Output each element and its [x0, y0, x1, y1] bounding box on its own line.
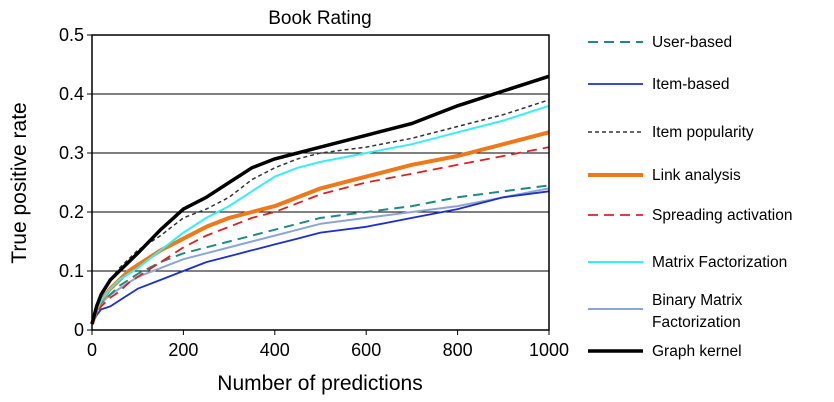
legend-label: Spreading activation — [652, 207, 792, 224]
series-line-user-based — [91, 184, 550, 325]
chart-title: Book Rating — [268, 8, 372, 29]
legend-item-item-based: Item-based — [588, 76, 730, 93]
x-tick-label: 1000 — [529, 340, 569, 360]
y-tick-label: 0.5 — [59, 25, 84, 45]
gridlines — [92, 93, 549, 272]
series-line-spreading-activation — [91, 146, 550, 325]
plot-area-frame — [91, 34, 550, 331]
legend-item-graph-kernel: Graph kernel — [588, 343, 742, 360]
series-layer — [90, 74, 550, 325]
series-line-graph-kernel — [90, 74, 550, 325]
legend-label: Item-based — [652, 76, 730, 93]
legend-label: Graph kernel — [652, 343, 742, 360]
y-tick-label: 0.1 — [59, 261, 84, 281]
legend-label: User-based — [652, 34, 732, 51]
y-tick-label: 0.2 — [59, 202, 84, 222]
y-tick-label: 0.3 — [59, 143, 84, 163]
x-axis-label: Number of predictions — [217, 372, 422, 395]
legend-item-spreading-activation: Spreading activation — [588, 207, 792, 224]
legend-label: Matrix Factorization — [652, 254, 787, 271]
y-tick-label: 0.4 — [59, 84, 84, 104]
x-tick-label: 400 — [260, 340, 290, 360]
series-line-binary-matrix-factorization — [91, 187, 550, 325]
x-tick-label: 600 — [351, 340, 381, 360]
legend-item-link-analysis: Link analysis — [588, 167, 741, 184]
x-tick-label: 0 — [87, 340, 97, 360]
series-line-matrix-factorization — [91, 104, 550, 325]
legend-item-item-popularity: Item popularity — [588, 124, 754, 141]
y-tick-label: 0 — [74, 320, 84, 340]
legend: User-based Item-based Item popularity Link … — [588, 34, 792, 360]
legend-label: Binary Matrix Factorization — [652, 292, 743, 331]
legend-label: Item popularity — [652, 124, 754, 141]
legend-item-binary-matrix-factorization: Binary Matrix Factorization — [588, 292, 743, 331]
x-axis-ticks: 0 200 400 600 800 1000 — [87, 330, 569, 360]
legend-label: Link analysis — [652, 167, 741, 184]
legend-item-matrix-factorization: Matrix Factorization — [588, 254, 787, 271]
series-line-item-based — [91, 190, 550, 325]
y-axis-ticks: 0 0.1 0.2 0.3 0.4 0.5 — [59, 25, 92, 340]
x-tick-label: 200 — [168, 340, 198, 360]
legend-item-user-based: User-based — [588, 34, 732, 51]
x-tick-label: 800 — [443, 340, 473, 360]
y-axis-label: True positive rate — [8, 102, 31, 263]
